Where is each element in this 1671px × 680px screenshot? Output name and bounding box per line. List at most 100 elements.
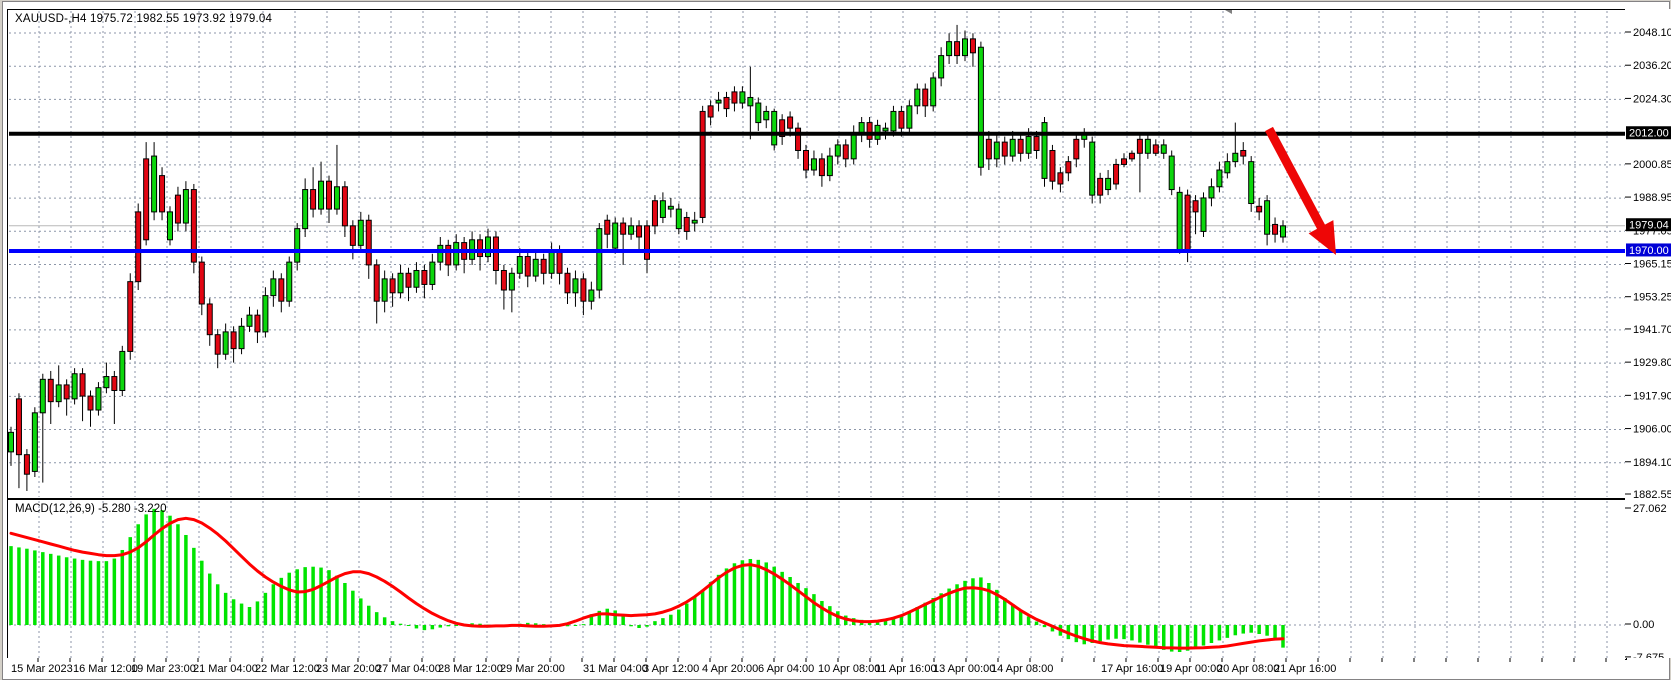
bull-candle [763,110,770,121]
bull-candle [1025,136,1032,154]
bear-candle [620,222,627,235]
price-tick-label: 1965.15 [1633,258,1671,270]
macd-histogram-bar [1217,625,1222,641]
bull-candle [333,186,340,210]
bull-candle [548,250,555,274]
bear-candle [278,278,285,302]
time-tick-label: 17 Apr 16:00 [1101,663,1163,675]
macd-histogram-bar [541,624,546,626]
time-tick-label: 29 Mar 20:00 [500,663,565,675]
symbol-ohlc-label: XAUUSD-,H4 1975.72 1982.55 1973.92 1979.… [15,13,273,25]
bear-candle [842,144,849,160]
bull-candle [771,110,778,146]
macd-histogram-bar [359,598,363,625]
macd-histogram-bar [1265,625,1269,636]
macd-histogram-bar [637,625,641,629]
bull-candle [508,272,515,291]
bull-candle [31,412,38,472]
price-chart-pane[interactable] [7,9,1627,499]
bear-candle [524,256,531,277]
bull-candle [318,180,325,210]
price-tick-label: 1941.70 [1633,324,1671,336]
macd-chart[interactable] [8,500,1626,659]
macd-indicator-pane[interactable] [7,499,1627,660]
time-tick-label: 21 Apr 16:00 [1274,663,1336,675]
macd-histogram-bar [883,619,888,625]
price-tick-label: 2048.10 [1633,27,1671,39]
bear-candle [373,264,380,302]
macd-histogram-bar [311,566,315,625]
bull-candle [993,141,1000,160]
bear-candle [787,116,794,129]
bear-candle [1065,161,1072,174]
time-tick-label: 15 Mar 2023 [11,663,73,675]
bear-candle [135,211,142,283]
macd-histogram-bar [971,578,975,625]
bear-candle [818,158,825,177]
time-tick-label: 20 Apr 08:00 [1217,663,1279,675]
macd-histogram-bar [295,569,299,625]
macd-histogram-bar [621,614,625,625]
bull-candle [834,144,841,157]
macd-histogram-bar [1018,610,1023,625]
time-tick-label: 6 Apr 04:00 [758,663,814,675]
bull-candle [882,127,889,132]
time-axis[interactable]: 15 Mar 2023 16 Mar 12:00 19 Mar 23:00 21 Ma… [7,658,1625,679]
bear-candle [604,219,611,235]
macd-histogram-bar [891,617,896,625]
price-axis[interactable]: 2048.10 2036.20 2024.30 2000.85 1988.95 1977.… [1625,9,1671,658]
macd-histogram-bar [255,601,260,625]
bull-candle [1248,161,1255,205]
bear-candle [1097,177,1104,196]
price-badge-bg [1626,126,1671,140]
price-badge: 2012.00 [1626,126,1671,140]
bull-candle [588,289,595,302]
bull-candle [628,225,635,235]
arrow-shaft[interactable] [1265,126,1327,233]
bear-candle [111,376,118,391]
price-tick-label: 1882.55 [1633,489,1671,501]
candlestick-chart[interactable] [8,10,1626,498]
bear-candle [636,225,643,238]
macd-histogram-bar [120,549,125,625]
macd-histogram-bar [1034,621,1039,625]
bear-candle [87,395,94,411]
macd-histogram-bar [796,582,800,625]
time-tick-label: 28 Mar 12:00 [438,663,503,675]
bear-candle [922,88,929,107]
macd-histogram-bar [112,558,117,625]
macd-histogram-bar [96,561,101,625]
macd-histogram-bar [828,606,832,625]
bull-candle [1224,161,1231,174]
price-tick-label: 1894.10 [1633,457,1671,469]
macd-histogram-bar [1003,597,1007,625]
bull-candle [914,88,921,107]
bear-candle [445,244,452,266]
bear-candle [898,110,905,129]
macd-histogram-bar [995,589,999,625]
bull-candle [8,431,14,453]
macd-histogram-bar [1225,625,1230,638]
trend-arrow-annotation[interactable] [1265,126,1336,255]
arrow-head[interactable] [1308,220,1336,255]
bull-candle [1168,155,1175,191]
chart-shift-marker[interactable] [1218,10,1232,14]
price-axis-scale[interactable]: 2048.102036.202024.302000.851988.951977.… [1625,9,1671,658]
time-tick-label: 14 Apr 08:00 [991,663,1053,675]
macd-histogram-bar [1026,616,1031,625]
macd-histogram-bar [700,589,705,625]
macd-histogram-bar [1193,625,1198,649]
macd-histogram-bar [613,610,617,625]
bull-candle [691,219,698,224]
bear-candle [1073,138,1080,160]
bear-candle [405,272,412,288]
macd-histogram-bar [406,625,411,626]
macd-histogram-bar [1177,625,1182,653]
macd-histogram-bar [335,575,339,625]
macd-histogram-bar [72,558,77,625]
bull-candle [103,376,110,389]
bull-candle [262,295,269,333]
macd-histogram-bar [247,606,252,625]
